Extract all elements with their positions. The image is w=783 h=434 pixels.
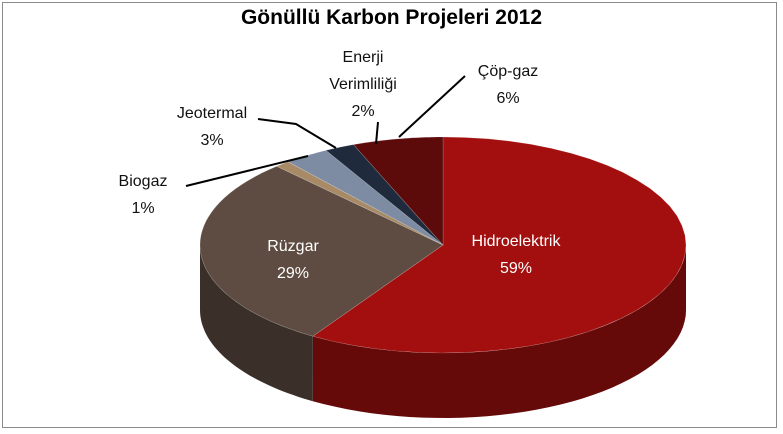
pie-slice-side xyxy=(200,245,313,402)
pie-slice xyxy=(276,161,444,246)
slice-value-label: 2% xyxy=(351,103,375,120)
slice-value-label: 3% xyxy=(200,132,224,149)
leader-line xyxy=(375,121,379,145)
chart-border xyxy=(2,2,777,428)
slice-label: Biogaz xyxy=(118,173,168,190)
slice-value-label: 1% xyxy=(131,200,155,217)
pie-slice xyxy=(199,165,444,337)
slice-label: Çöp-gaz xyxy=(477,63,539,80)
slice-label: Rüzgar xyxy=(267,238,319,255)
chart-title: Gönüllü Karbon Projeleri 2012 xyxy=(240,6,543,29)
slice-value-label: 59% xyxy=(499,260,533,277)
pie-slice xyxy=(352,136,444,246)
slice-label: Jeotermal xyxy=(176,105,248,122)
slice-label: Enerji Verimliliği xyxy=(329,49,397,93)
pie-slice xyxy=(325,144,444,246)
leader-line xyxy=(398,75,466,138)
slice-label: Hidroelektrik xyxy=(471,233,561,250)
pie-slice xyxy=(312,136,687,354)
pie-slice-side xyxy=(312,245,686,418)
leader-line xyxy=(257,118,337,149)
leader-line xyxy=(185,155,309,187)
slice-value-label: 6% xyxy=(496,90,520,107)
slice-value-label: 29% xyxy=(276,265,310,282)
